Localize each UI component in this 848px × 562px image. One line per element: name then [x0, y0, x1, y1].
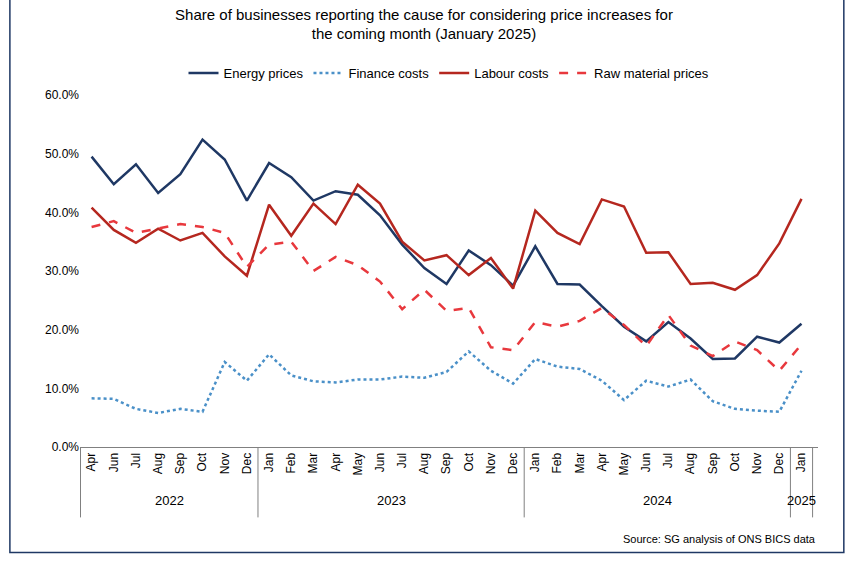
svg-text:Aug: Aug	[151, 453, 165, 474]
svg-text:Feb: Feb	[550, 452, 564, 473]
svg-text:May: May	[351, 453, 365, 476]
svg-text:Dec: Dec	[506, 453, 520, 474]
svg-text:Jun: Jun	[107, 453, 121, 472]
svg-text:Oct: Oct	[195, 452, 209, 471]
svg-text:2024: 2024	[643, 493, 672, 508]
svg-text:30.0%: 30.0%	[45, 264, 79, 278]
svg-text:Raw material prices: Raw material prices	[594, 66, 709, 81]
svg-text:Apr: Apr	[329, 453, 343, 472]
svg-text:Oct: Oct	[462, 452, 476, 471]
svg-text:Nov: Nov	[218, 453, 232, 474]
svg-text:Jun: Jun	[373, 453, 387, 472]
svg-text:Dec: Dec	[772, 453, 786, 474]
svg-text:60.0%: 60.0%	[45, 88, 79, 102]
svg-text:Nov: Nov	[484, 453, 498, 474]
svg-text:Jul: Jul	[395, 453, 409, 468]
svg-text:Oct: Oct	[728, 452, 742, 471]
svg-text:Jul: Jul	[661, 453, 675, 468]
svg-text:Sep: Sep	[706, 452, 720, 474]
svg-text:Nov: Nov	[750, 453, 764, 474]
svg-text:Apr: Apr	[84, 453, 98, 472]
svg-text:Mar: Mar	[306, 453, 320, 474]
svg-text:10.0%: 10.0%	[45, 382, 79, 396]
svg-text:Aug: Aug	[417, 453, 431, 474]
svg-text:May: May	[617, 453, 631, 476]
svg-text:20.0%: 20.0%	[45, 323, 79, 337]
svg-text:Sep: Sep	[173, 452, 187, 474]
svg-text:Finance costs: Finance costs	[348, 66, 429, 81]
svg-text:Source: SG analysis of ONS BIC: Source: SG analysis of ONS BICS data	[623, 533, 816, 545]
svg-text:Jan: Jan	[794, 453, 808, 472]
svg-text:Apr: Apr	[595, 453, 609, 472]
svg-text:Jun: Jun	[639, 453, 653, 472]
svg-text:Sep: Sep	[439, 452, 453, 474]
svg-text:Jan: Jan	[528, 453, 542, 472]
svg-text:Dec: Dec	[240, 453, 254, 474]
svg-text:Feb: Feb	[284, 452, 298, 473]
svg-text:Jan: Jan	[262, 453, 276, 472]
svg-text:2025: 2025	[787, 493, 816, 508]
svg-text:Share of businesses reporting: Share of businesses reporting the cause …	[175, 6, 673, 43]
svg-text:2023: 2023	[377, 493, 406, 508]
svg-text:40.0%: 40.0%	[45, 206, 79, 220]
svg-text:Mar: Mar	[573, 453, 587, 474]
svg-text:0.0%: 0.0%	[52, 440, 80, 454]
svg-text:Labour costs: Labour costs	[474, 66, 549, 81]
svg-text:Aug: Aug	[683, 453, 697, 474]
svg-text:Energy prices: Energy prices	[224, 66, 304, 81]
svg-text:Jul: Jul	[129, 453, 143, 468]
svg-text:50.0%: 50.0%	[45, 147, 79, 161]
svg-text:2022: 2022	[155, 493, 184, 508]
